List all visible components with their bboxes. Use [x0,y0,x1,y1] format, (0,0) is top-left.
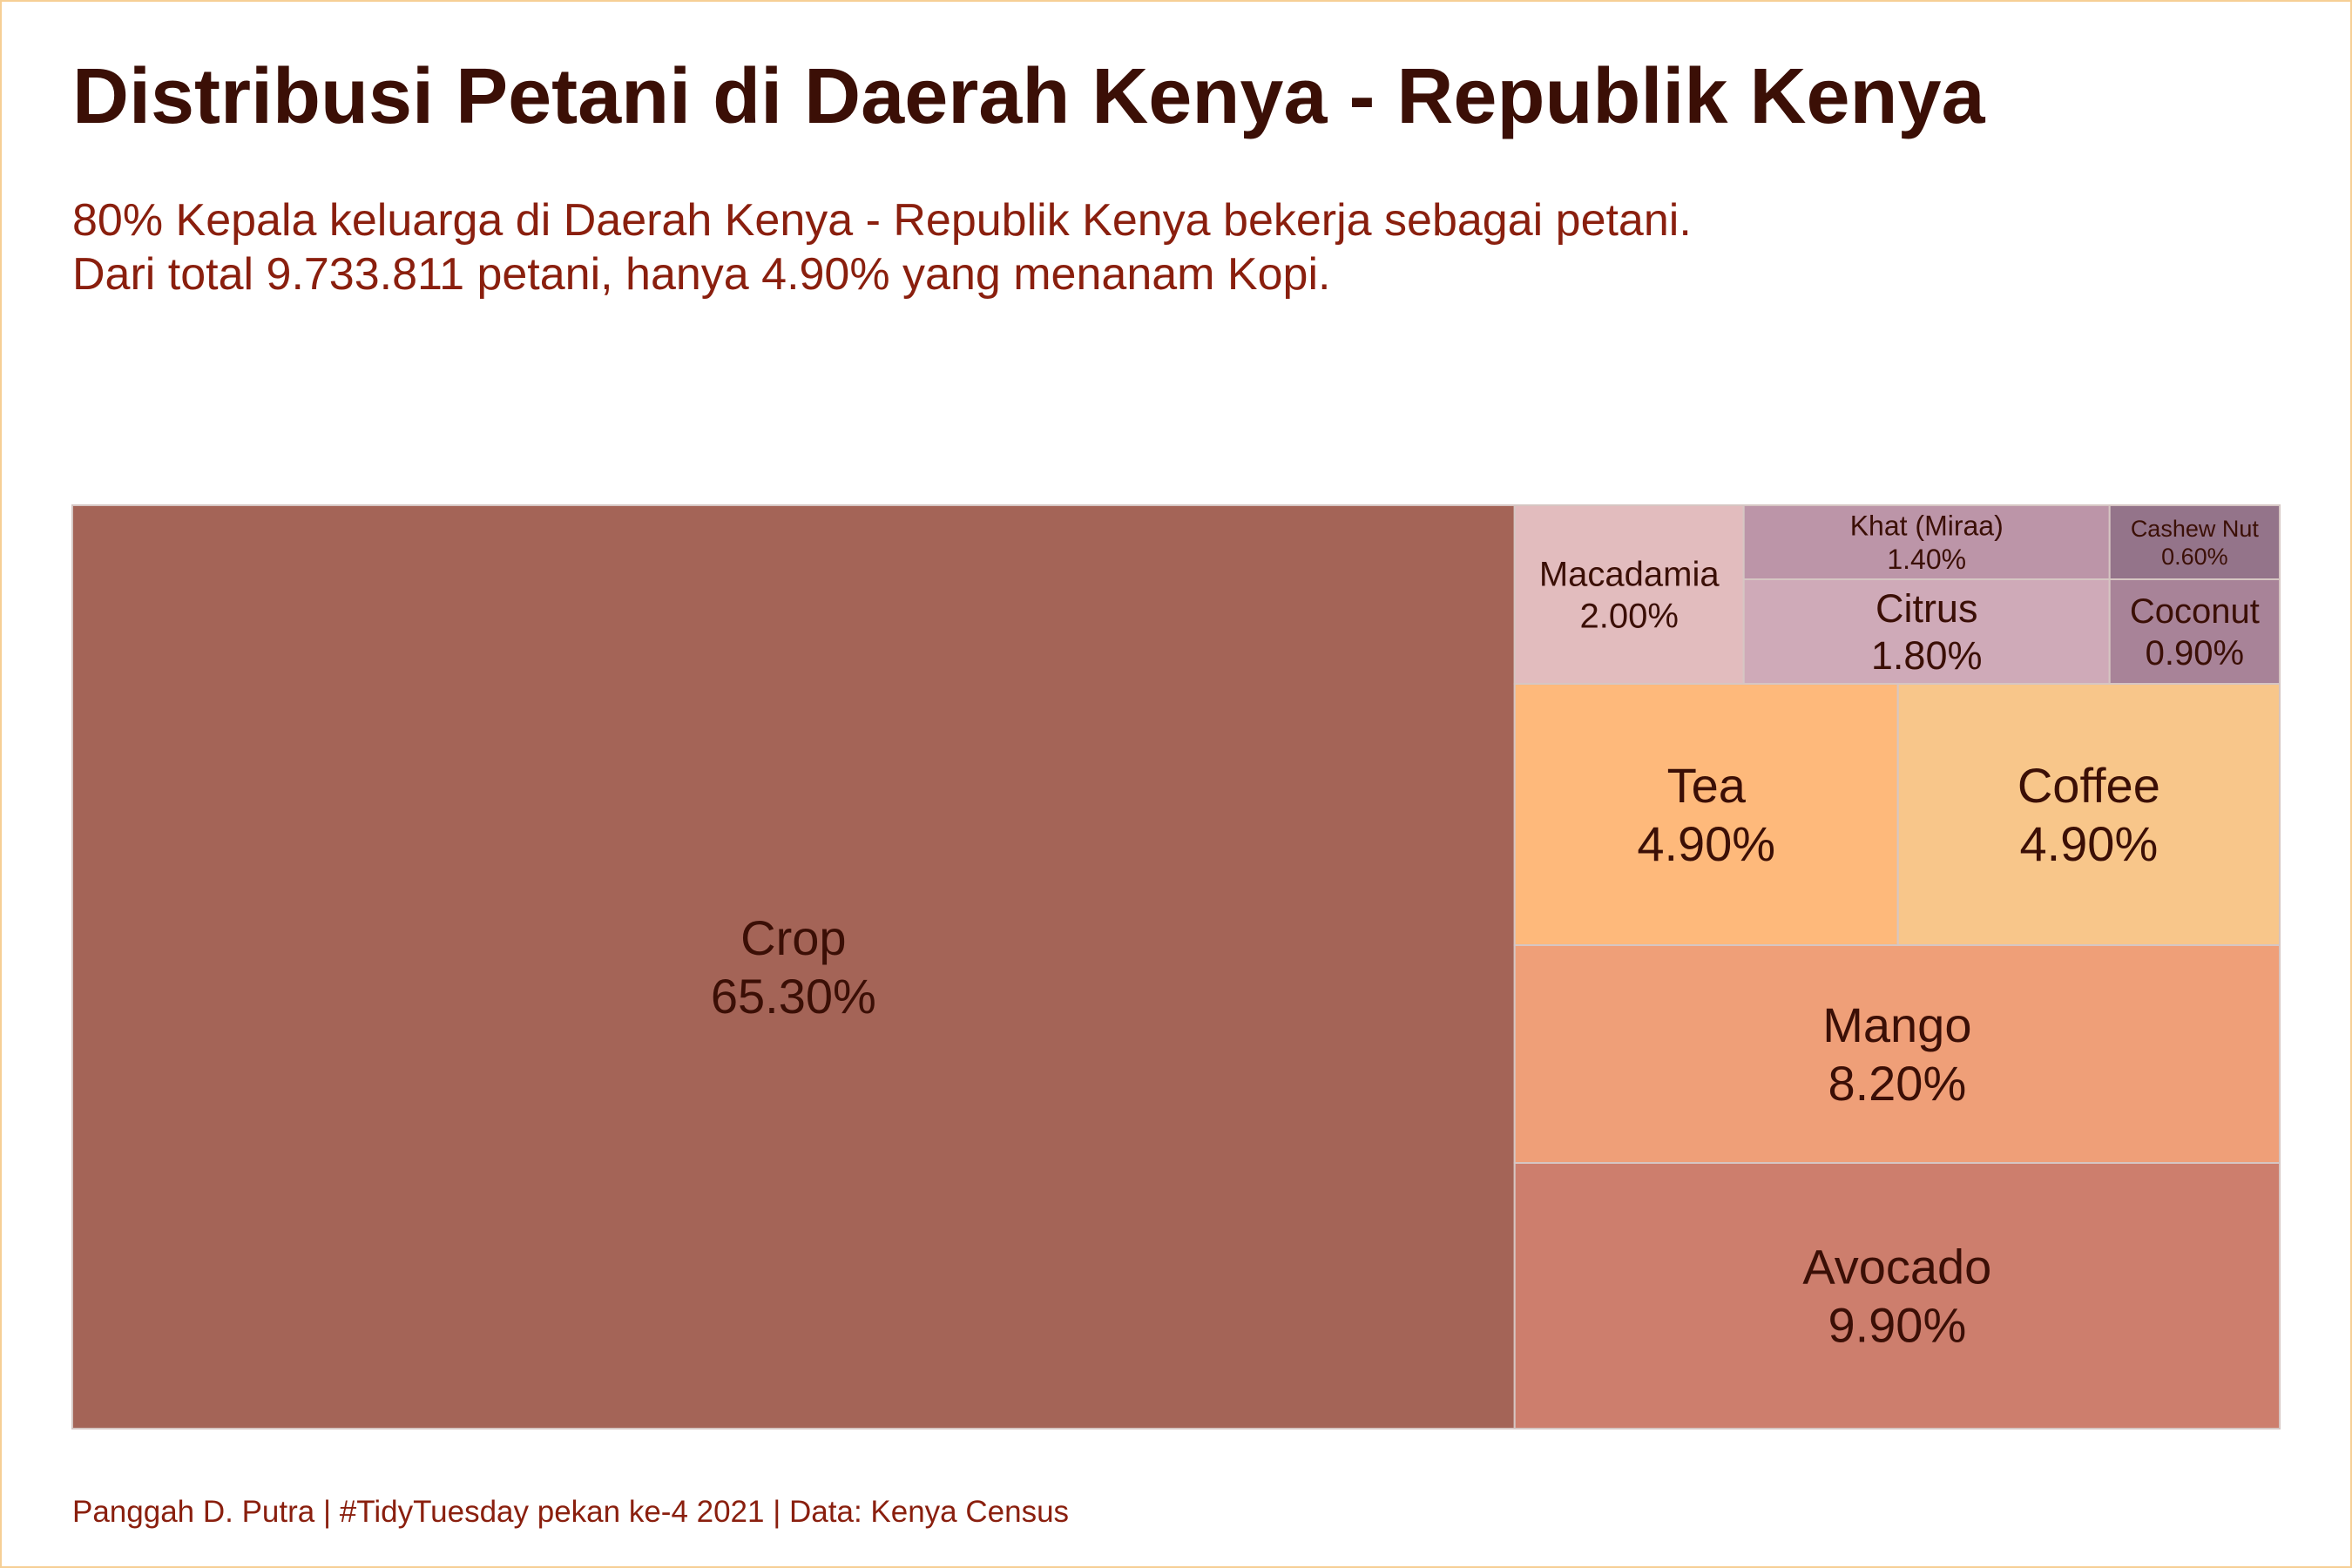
tile-rect [1513,1162,2281,1429]
tile-value-label: 4.90% [2019,816,2158,871]
tile-rect [1513,504,1745,685]
tile-rect [1513,683,1899,946]
tile-rect [1896,683,2281,946]
chart-caption: Panggah D. Putra | #TidyTuesday pekan ke… [72,1495,1070,1529]
subtitle-line-2: Dari total 9.733.811 petani, hanya 4.90%… [72,249,1331,301]
tile-name-label: Coffee [2017,758,2160,813]
tile-value-label: 9.90% [1828,1298,1966,1353]
tile-value-label: 4.90% [1637,816,1775,871]
tile-value-label: 0.90% [2146,634,2244,672]
treemap-tile-macadamia: Macadamia 2.00% [1513,504,1745,685]
treemap-tile-khat-miraa: Khat (Miraa)1.40% [1742,504,2111,580]
tile-name-label: Crop [740,910,846,965]
tile-rect [1513,944,2281,1164]
tile-value-label: 0.60% [2161,544,2228,570]
tile-value-label: 2.00% [1580,598,1679,636]
subtitle-line-1: 80% Kepala keluarga di Daerah Kenya - Re… [72,195,1692,246]
tile-value-label: 65.30% [711,969,876,1024]
chart-title: Distribusi Petani di Daerah Kenya - Repu… [72,53,1985,140]
tile-value-label: 8.20% [1828,1056,1966,1111]
chart-subtitle: 80% Kepala keluarga di Daerah Kenya - Re… [72,193,1692,302]
tile-rect [71,504,1516,1429]
tile-value-label: 1.80% [1871,633,1983,678]
tile-rect [2108,504,2281,580]
tile-name-label: Coconut [2130,592,2260,631]
tile-name-label: Khat (Miraa) [1850,510,2004,542]
tile-name-label: Tea [1667,758,1747,813]
tile-name-label: Mango [1822,997,1971,1052]
tile-name-label: Citrus [1876,586,1978,631]
tile-value-label: 1.40% [1887,544,1966,575]
tile-name-label: Macadamia [1539,556,1720,594]
tile-name-label: Cashew Nut [2131,516,2260,542]
tile-name-label: Avocado [1802,1240,1991,1294]
